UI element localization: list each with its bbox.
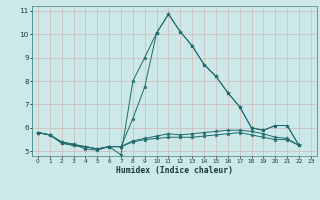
X-axis label: Humidex (Indice chaleur): Humidex (Indice chaleur) <box>116 166 233 175</box>
